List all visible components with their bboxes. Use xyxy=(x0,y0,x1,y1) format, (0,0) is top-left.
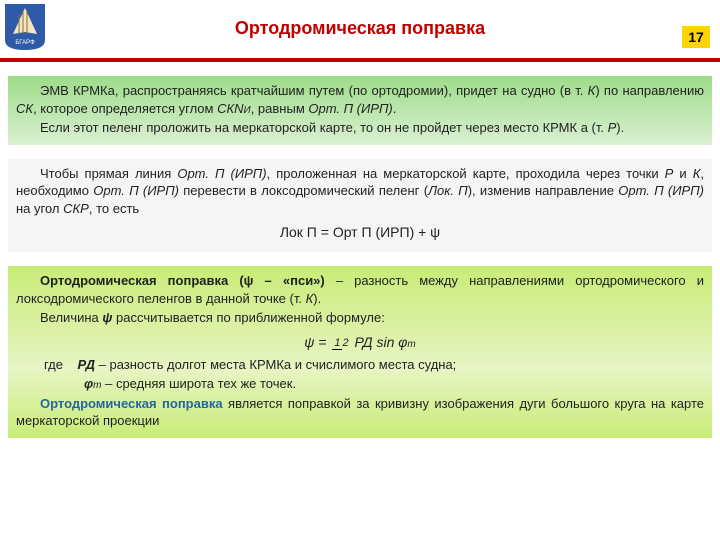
text: , проложенная на меркаторской карте, про… xyxy=(267,166,665,181)
text: РД sin φ xyxy=(351,334,408,350)
header-divider xyxy=(0,58,720,62)
text: ЭМВ КРМКа, распространяясь кратчайшим пу… xyxy=(40,83,588,98)
text: на угол xyxy=(16,201,63,216)
page-number-badge: 17 xyxy=(682,26,710,48)
text: ψ = xyxy=(304,334,330,350)
text: . xyxy=(393,101,397,116)
text: Ортодромическая поправка (ψ – «пси») xyxy=(40,273,325,288)
logo-icon: БГАРФ xyxy=(5,4,45,50)
formula-psi: ψ = 12 РД sin φm xyxy=(16,329,704,354)
svg-text:БГАРФ: БГАРФ xyxy=(15,40,35,46)
text: ). xyxy=(616,120,624,135)
text: СКР xyxy=(63,201,89,216)
explanation-para: Чтобы прямая линия Орт. П (ИРП), проложе… xyxy=(16,165,704,218)
fraction-icon: 12 xyxy=(332,338,348,349)
formula-loxodrome: Лок П = Орт П (ИРП) + ψ xyxy=(16,219,704,244)
text: – средняя широта тех же точек. xyxy=(102,376,297,391)
text: Орт. П (ИРП) xyxy=(177,166,266,181)
text: , то есть xyxy=(89,201,139,216)
calc-para: Величина ψ рассчитывается по приближенно… xyxy=(16,309,704,327)
text: Орт. П (ИРП) xyxy=(618,183,704,198)
text: m xyxy=(93,380,101,391)
text: И xyxy=(244,105,251,116)
text: ), изменив направление xyxy=(468,183,619,198)
text: перевести в локсодромический пеленг ( xyxy=(179,183,428,198)
text: РД xyxy=(77,357,95,372)
text: Если этот пеленг проложить на меркаторск… xyxy=(40,120,608,135)
where-line-2: φm – средняя широта тех же точек. xyxy=(84,375,704,393)
text: , которое определяется углом xyxy=(33,101,217,116)
text: Чтобы прямая линия xyxy=(40,166,177,181)
text: m xyxy=(407,339,415,350)
page-title: Ортодромическая поправка xyxy=(0,0,720,39)
text: ) по направлению xyxy=(595,83,704,98)
text: , равным xyxy=(251,101,309,116)
text: 1 xyxy=(332,337,342,350)
intro-para-2: Если этот пеленг проложить на меркаторск… xyxy=(16,119,704,137)
definition-block: Ортодромическая поправка (ψ – «пси») – р… xyxy=(8,266,712,438)
text: где xyxy=(44,357,63,372)
text: Орт. П (ИРП) xyxy=(93,183,179,198)
text: СКN xyxy=(217,101,243,116)
intro-block: ЭМВ КРМКа, распространяясь кратчайшим пу… xyxy=(8,76,712,145)
explanation-block: Чтобы прямая линия Орт. П (ИРП), проложе… xyxy=(8,159,712,253)
intro-para-1: ЭМВ КРМКа, распространяясь кратчайшим пу… xyxy=(16,82,704,117)
text: Р xyxy=(608,120,617,135)
text: рассчитывается по приближенной формуле: xyxy=(112,310,384,325)
header-bar: БГАРФ Ортодромическая поправка 17 xyxy=(0,0,720,58)
text: ψ xyxy=(102,310,112,325)
text: Орт. П (ИРП) xyxy=(308,101,392,116)
text: Ортодромическая поправка xyxy=(40,396,223,411)
where-line-1: где РД – разность долгот места КРМКа и с… xyxy=(16,356,704,374)
definition-para: Ортодромическая поправка (ψ – «пси») – р… xyxy=(16,272,704,307)
text: φ xyxy=(84,376,93,391)
text: – разность долгот места КРМКа и счислимо… xyxy=(95,357,456,372)
text: ). xyxy=(313,291,321,306)
text: Величина xyxy=(40,310,102,325)
conclusion-para: Ортодромическая поправка является поправ… xyxy=(16,395,704,430)
text: Лок. П xyxy=(428,183,468,198)
text: СК xyxy=(16,101,33,116)
text: 2 xyxy=(342,337,348,349)
text: и xyxy=(673,166,692,181)
